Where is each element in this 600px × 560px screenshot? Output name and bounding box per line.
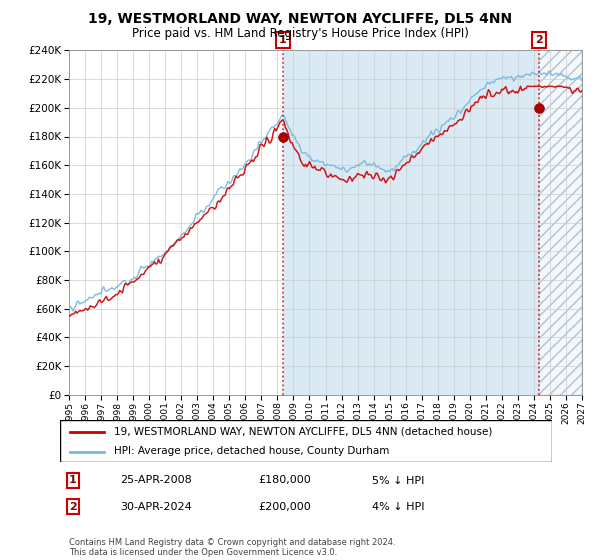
Text: 30-APR-2024: 30-APR-2024 — [120, 502, 192, 512]
Text: 1: 1 — [278, 35, 286, 45]
Text: 2: 2 — [535, 35, 543, 45]
Text: £180,000: £180,000 — [258, 475, 311, 486]
Text: Price paid vs. HM Land Registry's House Price Index (HPI): Price paid vs. HM Land Registry's House … — [131, 27, 469, 40]
Text: 19, WESTMORLAND WAY, NEWTON AYCLIFFE, DL5 4NN (detached house): 19, WESTMORLAND WAY, NEWTON AYCLIFFE, DL… — [114, 427, 493, 437]
Text: 19, WESTMORLAND WAY, NEWTON AYCLIFFE, DL5 4NN: 19, WESTMORLAND WAY, NEWTON AYCLIFFE, DL… — [88, 12, 512, 26]
Bar — [539, 50, 582, 395]
Text: £200,000: £200,000 — [258, 502, 311, 512]
Bar — [539, 50, 582, 395]
Text: Contains HM Land Registry data © Crown copyright and database right 2024.
This d: Contains HM Land Registry data © Crown c… — [69, 538, 395, 557]
Text: 1: 1 — [69, 475, 77, 486]
Text: HPI: Average price, detached house, County Durham: HPI: Average price, detached house, Coun… — [114, 446, 389, 456]
Text: 5% ↓ HPI: 5% ↓ HPI — [372, 475, 424, 486]
FancyBboxPatch shape — [60, 420, 552, 462]
Bar — [283, 50, 539, 395]
Text: 2: 2 — [69, 502, 77, 512]
Text: 25-APR-2008: 25-APR-2008 — [120, 475, 192, 486]
Text: 4% ↓ HPI: 4% ↓ HPI — [372, 502, 425, 512]
